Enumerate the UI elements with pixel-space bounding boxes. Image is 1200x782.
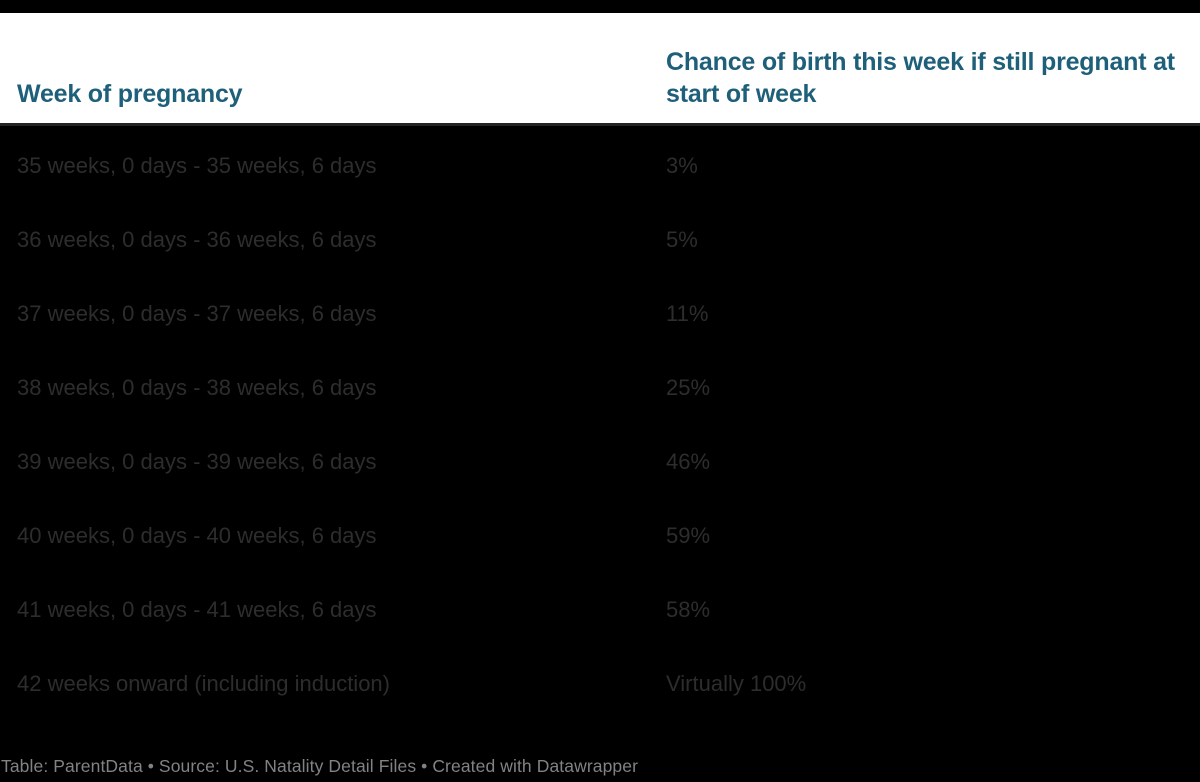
- chance-cell: 3%: [666, 153, 698, 178]
- chance-cell: 25%: [666, 375, 711, 400]
- table-row: 35 weeks, 0 days - 35 weeks, 6 days 3%: [0, 129, 1200, 203]
- table-header-row: Week of pregnancy Chance of birth this w…: [0, 13, 1200, 126]
- week-cell: 41 weeks, 0 days - 41 weeks, 6 days: [17, 597, 377, 622]
- chance-cell: 59%: [666, 523, 711, 548]
- week-cell: 37 weeks, 0 days - 37 weeks, 6 days: [17, 301, 377, 326]
- week-cell: 42 weeks onward (including induction): [17, 671, 390, 696]
- table-row: 41 weeks, 0 days - 41 weeks, 6 days 58%: [0, 573, 1200, 647]
- chance-cell: 46%: [666, 449, 711, 474]
- week-cell: 40 weeks, 0 days - 40 weeks, 6 days: [17, 523, 377, 548]
- footer-attribution: Table: ParentData • Source: U.S. Natalit…: [1, 756, 639, 776]
- table-row: 37 weeks, 0 days - 37 weeks, 6 days 11%: [0, 277, 1200, 351]
- chance-cell: 5%: [666, 227, 698, 252]
- table-row: 40 weeks, 0 days - 40 weeks, 6 days 59%: [0, 499, 1200, 573]
- chance-cell: 11%: [666, 301, 709, 326]
- column-header-chance-label: Chance of birth this week if still pregn…: [666, 48, 1175, 108]
- table-row: 36 weeks, 0 days - 36 weeks, 6 days 5%: [0, 203, 1200, 277]
- chance-cell: Virtually 100%: [666, 671, 807, 696]
- table-row: 42 weeks onward (including induction) Vi…: [0, 647, 1200, 721]
- week-cell: 38 weeks, 0 days - 38 weeks, 6 days: [17, 375, 377, 400]
- table-body: 35 weeks, 0 days - 35 weeks, 6 days 3% 3…: [0, 129, 1200, 721]
- chance-cell: 58%: [666, 597, 711, 622]
- week-cell: 36 weeks, 0 days - 36 weeks, 6 days: [17, 227, 377, 252]
- week-cell: 39 weeks, 0 days - 39 weeks, 6 days: [17, 449, 377, 474]
- table-row: 38 weeks, 0 days - 38 weeks, 6 days 25%: [0, 351, 1200, 425]
- week-cell: 35 weeks, 0 days - 35 weeks, 6 days: [17, 153, 377, 178]
- column-header-chance-cell: Chance of birth this week if still pregn…: [666, 46, 1200, 110]
- table-row: 39 weeks, 0 days - 39 weeks, 6 days 46%: [0, 425, 1200, 499]
- column-header-week-cell: Week of pregnancy: [0, 78, 666, 110]
- column-header-week-label: Week of pregnancy: [17, 80, 243, 108]
